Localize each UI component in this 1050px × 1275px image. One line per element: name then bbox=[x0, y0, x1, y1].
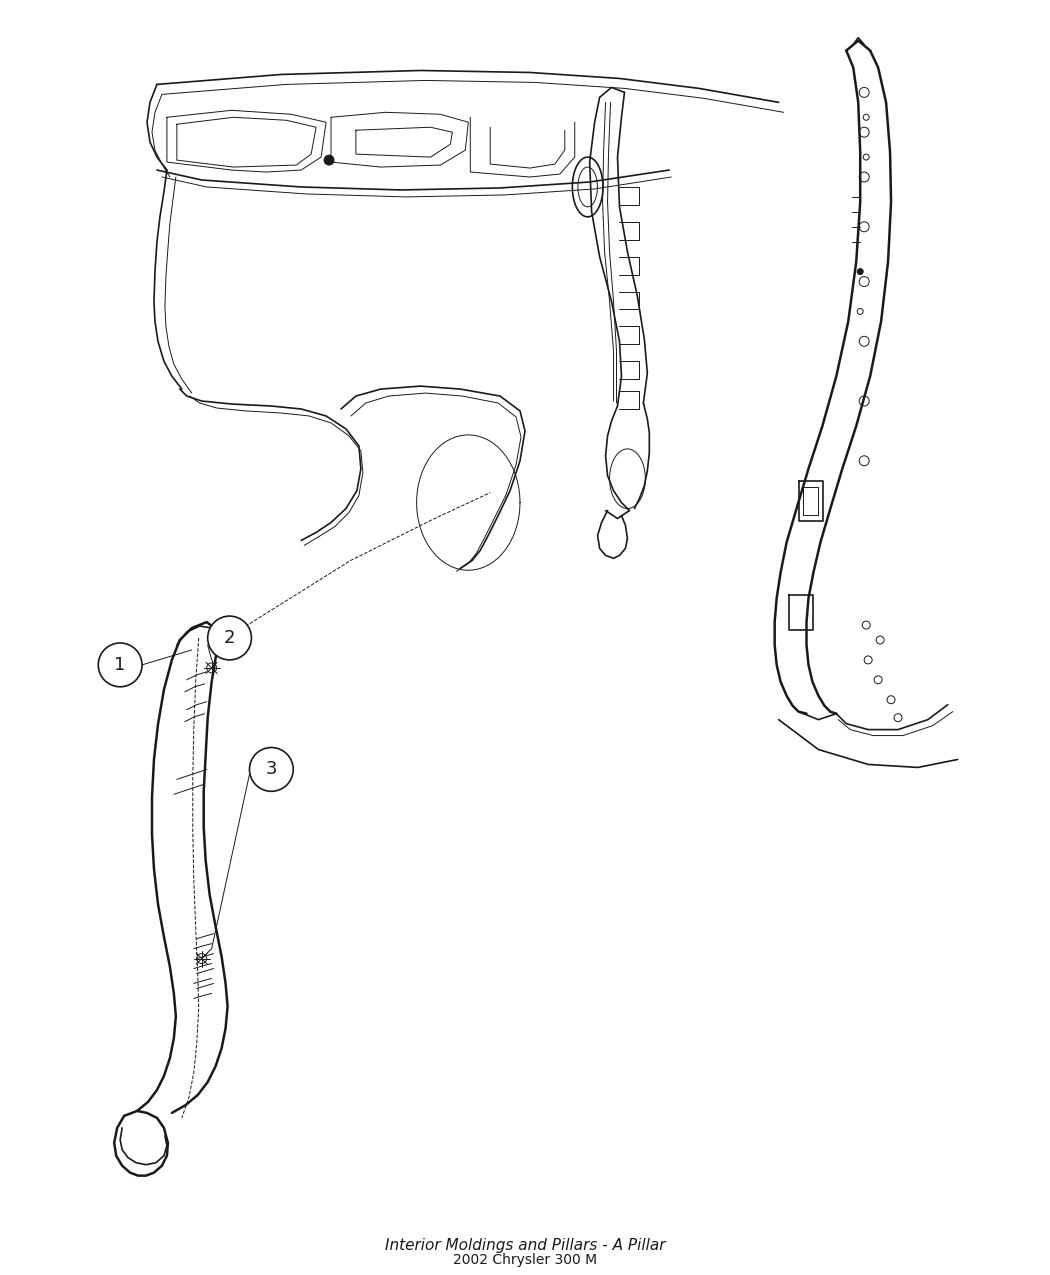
Text: 2002 Chrysler 300 M: 2002 Chrysler 300 M bbox=[453, 1253, 597, 1267]
Text: 1: 1 bbox=[114, 655, 126, 674]
Circle shape bbox=[208, 616, 251, 660]
Text: 3: 3 bbox=[266, 760, 277, 779]
Circle shape bbox=[250, 747, 293, 792]
Circle shape bbox=[857, 269, 863, 274]
Circle shape bbox=[99, 643, 142, 687]
Circle shape bbox=[324, 156, 334, 164]
Text: Interior Moldings and Pillars - A Pillar: Interior Moldings and Pillars - A Pillar bbox=[384, 1238, 666, 1253]
Text: 2: 2 bbox=[224, 629, 235, 646]
